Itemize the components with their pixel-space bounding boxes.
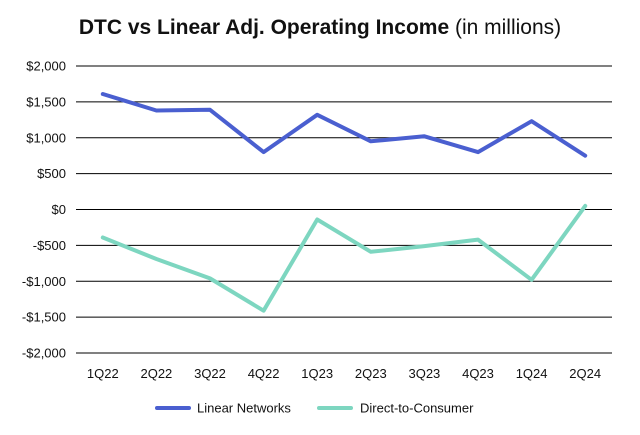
x-tick-label: 2Q23 (355, 366, 387, 381)
x-tick-label: 3Q23 (408, 366, 440, 381)
y-tick-label: $1,000 (26, 130, 66, 145)
y-axis-tick-labels: $2,000 $1,500 $1,000 $500 $0 -$500 -$1,000 -$1,… (22, 59, 66, 361)
gridlines (76, 65, 612, 354)
series-line-linear-networks (100, 92, 588, 158)
chart-title: DTC vs Linear Adj. Operating Income (in … (0, 16, 640, 40)
chart-title-main: DTC vs Linear Adj. Operating Income (78, 16, 450, 39)
x-axis-tick-labels: 1Q22 2Q22 3Q22 4Q22 1Q23 2Q23 3Q23 4Q23 1Q24 2Q24 (87, 366, 601, 381)
y-tick-label: -$1,500 (22, 310, 66, 325)
legend: Linear Networks Direct-to-Consumer (155, 401, 474, 416)
y-tick-label: $2,000 (26, 59, 66, 74)
y-tick-label: $500 (37, 166, 66, 181)
series-line-direct-to-consumer (100, 203, 588, 313)
y-tick-label: $1,500 (26, 94, 66, 109)
y-tick-label: -$1,000 (22, 274, 66, 289)
chart-subtitle: (in millions) (454, 16, 562, 39)
x-tick-label: 2Q22 (140, 366, 172, 381)
x-tick-label: 2Q24 (569, 366, 601, 381)
legend-label: Direct-to-Consumer (360, 401, 474, 416)
x-tick-label: 1Q24 (516, 366, 548, 381)
y-tick-label: $0 (52, 202, 66, 217)
x-tick-label: 4Q23 (462, 366, 494, 381)
series-lines (100, 92, 588, 313)
x-tick-label: 1Q23 (301, 366, 333, 381)
x-tick-label: 3Q22 (194, 366, 226, 381)
y-tick-label: -$500 (33, 238, 66, 253)
legend-label: Linear Networks (197, 401, 291, 416)
x-tick-label: 4Q22 (248, 366, 280, 381)
x-tick-label: 1Q22 (87, 366, 119, 381)
y-tick-label: -$2,000 (22, 346, 66, 361)
